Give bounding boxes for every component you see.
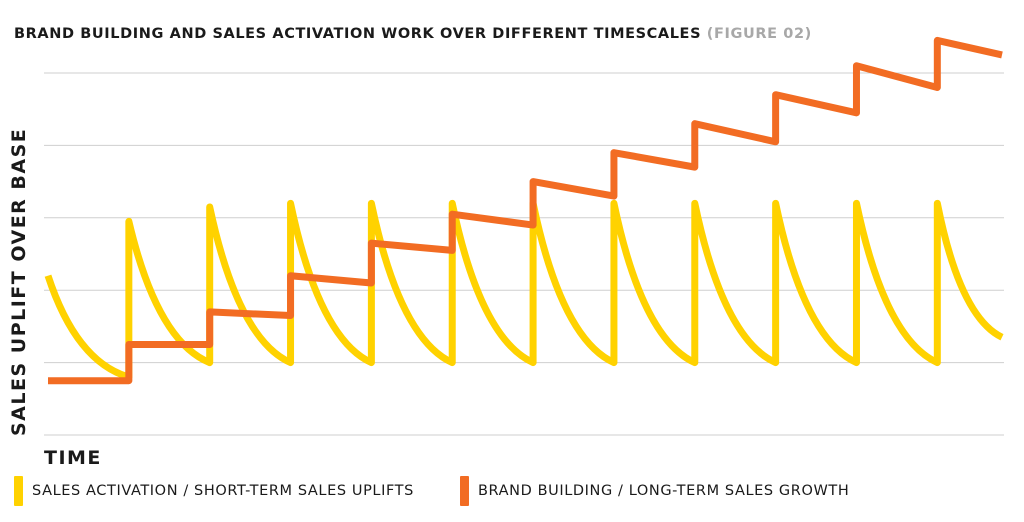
- legend-item-sales-activation: SALES ACTIVATION / SHORT-TERM SALES UPLI…: [14, 476, 414, 506]
- x-axis-label: TIME: [44, 447, 102, 469]
- series-lines: [44, 36, 1004, 385]
- legend-item-brand-building: BRAND BUILDING / LONG-TERM SALES GROWTH: [460, 476, 849, 506]
- figure-label: (FIGURE 02): [706, 26, 812, 42]
- legend-label-sales-activation: SALES ACTIVATION / SHORT-TERM SALES UPLI…: [32, 483, 414, 499]
- series-line-brand-building: [48, 36, 1003, 385]
- legend-label-brand-building: BRAND BUILDING / LONG-TERM SALES GROWTH: [478, 483, 850, 499]
- legend-swatch-sales-activation: [14, 476, 23, 506]
- y-axis-label: SALES UPLIFT OVER BASE: [8, 127, 30, 436]
- gridlines: [44, 72, 1004, 436]
- legend-swatch-brand-building: [460, 476, 469, 506]
- chart-title-text: BRAND BUILDING AND SALES ACTIVATION WORK…: [14, 26, 702, 42]
- chart-title: BRAND BUILDING AND SALES ACTIVATION WORK…: [14, 26, 812, 42]
